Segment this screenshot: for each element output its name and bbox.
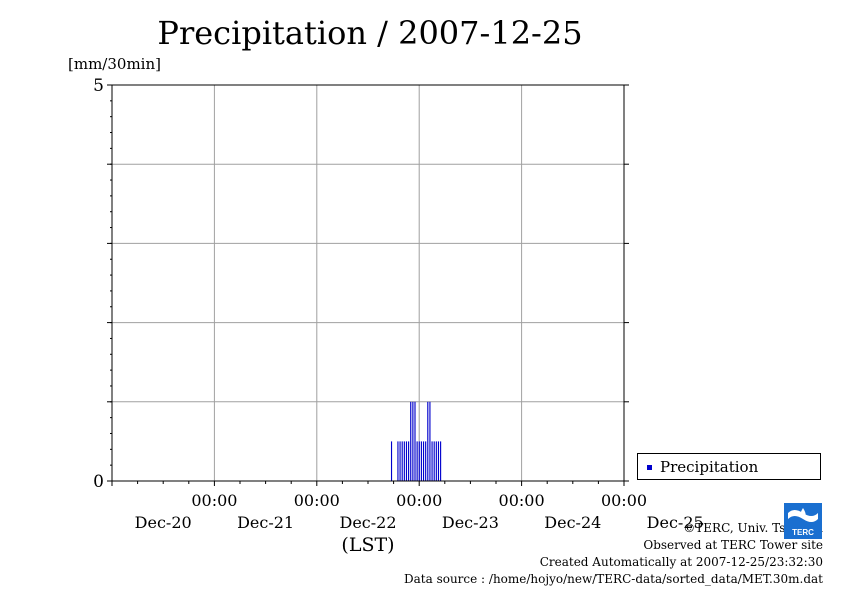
x-time-label: 00:00 (191, 491, 237, 510)
terc-logo-icon: TERC (784, 503, 822, 539)
x-date-label: Dec-22 (339, 513, 396, 532)
y-axis-unit-label: [mm/30min] (68, 55, 161, 73)
x-date-label: Dec-25 (647, 513, 704, 532)
precipitation-bar (414, 401, 416, 481)
precipitation-bar (420, 441, 422, 481)
x-date-label: Dec-21 (237, 513, 294, 532)
x-axis-label: (LST) (341, 534, 394, 556)
x-date-label: Dec-23 (442, 513, 499, 532)
created-text: Created Automatically at 2007-12-25/23:3… (539, 555, 823, 569)
x-date-label: Dec-24 (544, 513, 601, 532)
precipitation-bar (440, 441, 442, 481)
precipitation-bar (403, 441, 405, 481)
precipitation-bar (401, 441, 403, 481)
source-text: Data source : /home/hojyo/new/TERC-data/… (404, 572, 823, 586)
x-time-label: 00:00 (499, 491, 545, 510)
precipitation-bar (405, 441, 408, 481)
legend-swatch (647, 465, 652, 470)
precipitation-bar (390, 441, 393, 481)
axis-layer (107, 84, 629, 486)
precipitation-bar (422, 441, 425, 481)
precipitation-bar (437, 441, 440, 481)
precipitation-bar (418, 441, 420, 481)
svg-text:TERC: TERC (792, 528, 814, 537)
credits: ©TERC, Univ. Tsukuba Observed at TERC To… (404, 520, 823, 588)
label-layer: 0 5 00:00 00:00 00:00 00:00 00:00 Dec-20 Dec-21 D… (93, 76, 704, 556)
x-time-label: 00:00 (294, 491, 340, 510)
precipitation-bar (412, 401, 414, 481)
plot-frame (111, 84, 625, 482)
y-tick-label: 0 (93, 472, 104, 492)
y-tick-label: 5 (93, 76, 104, 96)
precipitation-bar (408, 441, 410, 481)
legend-label: Precipitation (660, 458, 759, 476)
precipitation-bar (416, 441, 418, 481)
chart-title: Precipitation / 2007-12-25 (157, 14, 583, 52)
precipitation-bar (433, 441, 435, 481)
x-time-label: 00:00 (396, 491, 442, 510)
legend: Precipitation (637, 453, 821, 480)
grid-layer (112, 85, 625, 481)
x-date-label: Dec-20 (135, 513, 192, 532)
precipitation-bar (397, 441, 399, 481)
precipitation-bar (427, 401, 429, 481)
precipitation-bar (410, 401, 412, 481)
precipitation-bar (429, 401, 431, 481)
x-time-label: 00:00 (601, 491, 647, 510)
precipitation-bar (399, 441, 401, 481)
observed-text: Observed at TERC Tower site (643, 538, 823, 552)
precipitation-bar (425, 441, 427, 481)
precipitation-bar (435, 441, 437, 481)
precipitation-bar (431, 441, 433, 481)
bar-layer (390, 401, 442, 481)
copyright-text: ©TERC, Univ. Tsukuba (683, 521, 823, 535)
